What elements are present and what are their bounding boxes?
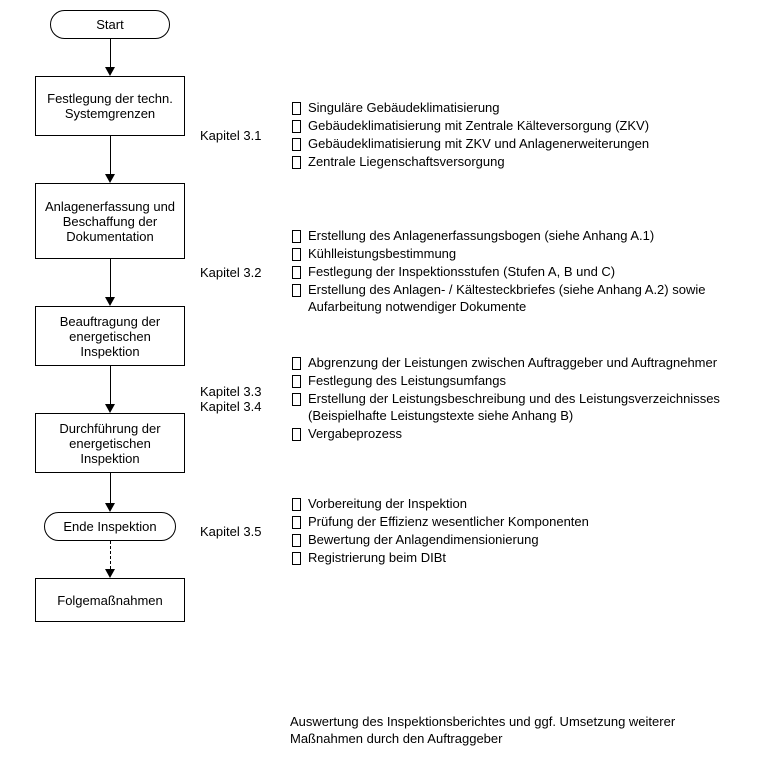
arrow-head-icon (105, 569, 115, 578)
arrow-2 (105, 259, 115, 306)
flow-column: Start Festlegung der techn. Systemgrenze… (30, 10, 190, 622)
bullet-item: Festlegung des Leistungsumfangs (290, 373, 730, 390)
bullet-item: Prüfung der Effizienz wesentlicher Kompo… (290, 514, 730, 531)
process-label: Beauftragung der energetischen Inspektio… (42, 314, 178, 359)
bullet-item: Vergabeprozess (290, 426, 730, 443)
arrow-head-icon (105, 404, 115, 413)
bullet-item: Gebäudeklimatisierung mit ZKV und Anlage… (290, 136, 730, 153)
bullet-list-2: Erstellung des Anlagenerfassungsbogen (s… (290, 228, 730, 316)
bullet-item: Erstellung des Anlagenerfassungsbogen (s… (290, 228, 730, 245)
process-box-4: Durchführung der energetischen Inspektio… (35, 413, 185, 473)
bullet-list-3: Abgrenzung der Leistungen zwischen Auftr… (290, 355, 730, 443)
bullet-item: Gebäudeklimatisierung mit Zentrale Kälte… (290, 118, 730, 135)
step-row-1: Kapitel 3.1 Singuläre Gebäudeklimatisier… (200, 100, 730, 172)
arrow-head-icon (105, 297, 115, 306)
chapter-ref: Kapitel 3.2 (200, 265, 290, 280)
bullet-list-4: Vorbereitung der Inspektion Prüfung der … (290, 496, 730, 568)
arrow-line (110, 136, 111, 174)
bullet-item: Singuläre Gebäudeklimatisierung (290, 100, 730, 117)
arrow-head-icon (105, 67, 115, 76)
arrow-head-icon (105, 503, 115, 512)
arrow-0 (105, 39, 115, 76)
bullet-item: Abgrenzung der Leistungen zwischen Auftr… (290, 355, 730, 372)
process-label: Anlagenerfassung und Beschaffung der Dok… (42, 199, 178, 244)
arrow-1 (105, 136, 115, 183)
process-label: Folgemaßnahmen (57, 593, 163, 608)
bullet-item: Registrierung beim DIBt (290, 550, 730, 567)
step-row-2: Kapitel 3.2 Erstellung des Anlagenerfass… (200, 228, 730, 316)
step-row-4: Kapitel 3.5 Vorbereitung der Inspektion … (200, 496, 730, 568)
step-row-3: Kapitel 3.3 Kapitel 3.4 Abgrenzung der L… (200, 355, 730, 443)
process-label: Festlegung der techn. Systemgrenzen (42, 91, 178, 121)
end-terminator: Ende Inspektion (44, 512, 175, 541)
arrow-line (110, 259, 111, 297)
bullet-item: Kühlleistungsbestimmung (290, 246, 730, 263)
chapter-ref: Kapitel 3.1 (200, 128, 290, 143)
process-box-1: Festlegung der techn. Systemgrenzen (35, 76, 185, 136)
arrow-dashed (105, 541, 115, 578)
bullet-item: Festlegung der Inspektionsstufen (Stufen… (290, 264, 730, 281)
process-box-followup: Folgemaßnahmen (35, 578, 185, 622)
chapter-ref: Kapitel 3.3 Kapitel 3.4 (200, 384, 290, 414)
start-terminator: Start (50, 10, 170, 39)
arrow-3 (105, 366, 115, 413)
process-box-3: Beauftragung der energetischen Inspektio… (35, 306, 185, 366)
followup-text: Auswertung des Inspektionsberichtes und … (290, 714, 730, 748)
bullet-list-1: Singuläre Gebäudeklimatisierung Gebäudek… (290, 100, 730, 172)
arrow-line-dashed (110, 541, 111, 569)
start-label: Start (96, 17, 123, 32)
arrow-4 (105, 473, 115, 512)
bullet-item: Erstellung der Leistungsbeschreibung und… (290, 391, 730, 425)
arrow-head-icon (105, 174, 115, 183)
end-label: Ende Inspektion (63, 519, 156, 534)
bullet-item: Vorbereitung der Inspektion (290, 496, 730, 513)
bullet-item: Erstellung des Anlagen- / Kältesteckbrie… (290, 282, 730, 316)
arrow-line (110, 473, 111, 503)
process-box-2: Anlagenerfassung und Beschaffung der Dok… (35, 183, 185, 259)
arrow-line (110, 366, 111, 404)
chapter-ref: Kapitel 3.5 (200, 524, 290, 539)
arrow-line (110, 39, 111, 67)
process-label: Durchführung der energetischen Inspektio… (42, 421, 178, 466)
bullet-item: Bewertung der Anlagendimensionierung (290, 532, 730, 549)
bullet-item: Zentrale Liegenschaftsversorgung (290, 154, 730, 171)
followup-row: Auswertung des Inspektionsberichtes und … (200, 714, 730, 748)
